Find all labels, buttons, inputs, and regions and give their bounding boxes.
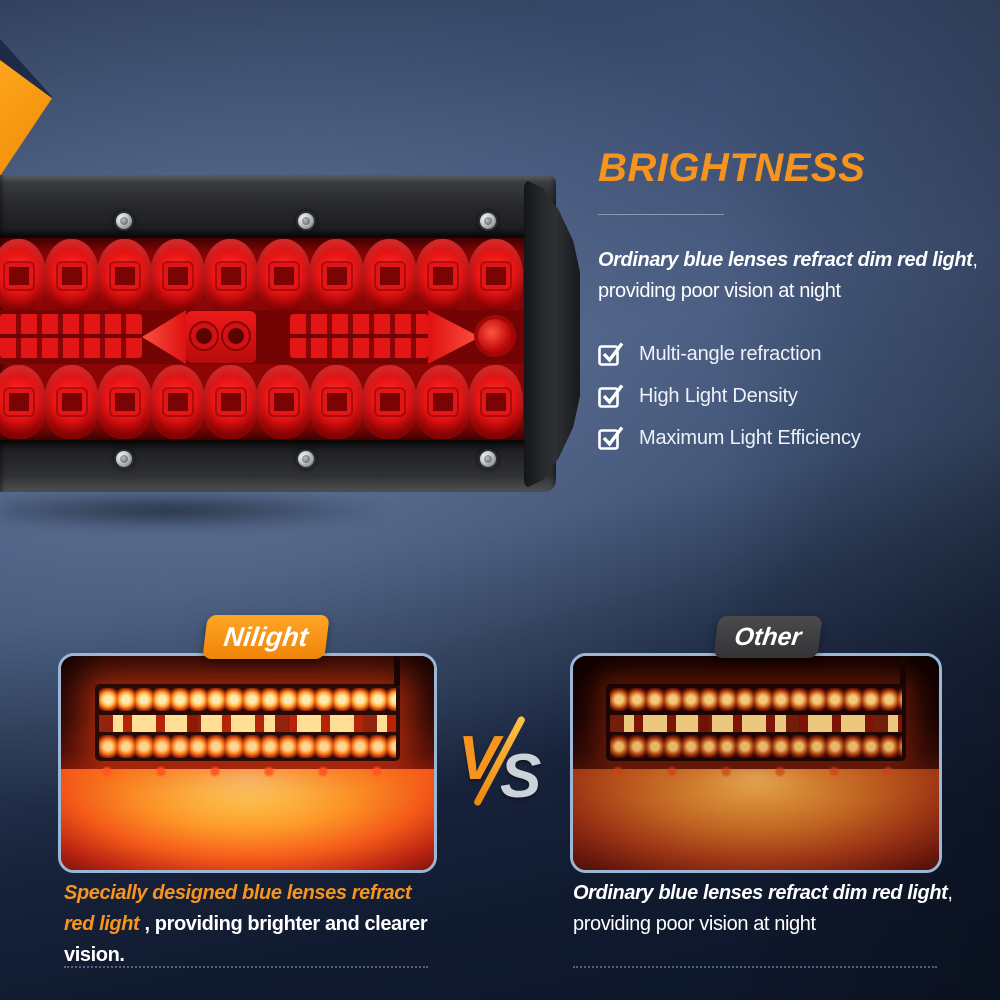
- caption-highlight: Specially designed blue lenses refract r…: [64, 882, 412, 935]
- feature-label: Multi-angle refraction: [639, 342, 822, 365]
- vs-letter-s: S: [500, 742, 542, 811]
- brightness-section: BRIGHTNESS Ordinary blue lenses refract …: [598, 146, 1000, 467]
- power-cable: [900, 656, 907, 686]
- screw-icon: [114, 449, 134, 469]
- screw-icon: [114, 211, 134, 231]
- reflector-hole: [223, 323, 249, 349]
- other-caption: Ordinary blue lenses refract dim red lig…: [573, 878, 958, 940]
- led-lens: [256, 365, 311, 439]
- other-badge: Other: [713, 616, 823, 658]
- intro-text: Ordinary blue lenses refract dim red lig…: [598, 245, 1000, 307]
- feature-item: Multi-angle refraction: [598, 341, 1000, 367]
- lit-light-bar: [94, 683, 401, 761]
- led-strip-segment: [0, 314, 142, 358]
- lit-led-strip: [610, 714, 902, 732]
- checked-checkbox-icon: [598, 383, 624, 409]
- led-lens: [44, 365, 99, 439]
- led-lens: [150, 365, 205, 439]
- dotted-divider: [573, 966, 937, 968]
- caption-rest: , providing brighter and clearer vision.: [64, 913, 428, 966]
- feature-item: Maximum Light Efficiency: [598, 425, 1000, 451]
- led-lens: [203, 239, 258, 313]
- screw-icon: [478, 211, 498, 231]
- other-photo: [570, 653, 942, 873]
- led-lens: [0, 365, 46, 439]
- light-bar-bottom-rail: [0, 440, 556, 492]
- reflector-arrow: [142, 310, 186, 364]
- vs-letter-v: V: [458, 724, 500, 793]
- nilight-badge: Nilight: [202, 615, 330, 659]
- lens-middle-strip: [0, 310, 532, 364]
- led-lens: [309, 239, 364, 313]
- badge-label: Nilight: [222, 621, 310, 652]
- lens-row: [0, 239, 532, 313]
- light-bar-end-cap: [524, 179, 580, 489]
- led-lens: [203, 365, 258, 439]
- feature-label: Maximum Light Efficiency: [639, 426, 861, 449]
- led-lens: [309, 365, 364, 439]
- led-lens: [362, 239, 417, 313]
- led-lens: [97, 239, 152, 313]
- intro-rest: , providing poor vision at night: [598, 249, 978, 302]
- under-glow-dots: [102, 766, 393, 777]
- nilight-photo: [58, 653, 437, 873]
- led-lens: [256, 239, 311, 313]
- lit-led-strip: [99, 714, 396, 732]
- intro-bold: Ordinary blue lenses refract dim red lig…: [598, 249, 973, 271]
- product-photo-light-bar: [0, 175, 580, 493]
- led-lens: [415, 239, 470, 313]
- nilight-caption: Specially designed blue lenses refract r…: [64, 878, 436, 971]
- reflector-arrow: [428, 310, 480, 364]
- checked-checkbox-icon: [598, 425, 624, 451]
- led-lens: [150, 239, 205, 313]
- under-glow-dots: [613, 766, 899, 777]
- lens-row: [0, 365, 532, 439]
- screw-icon: [296, 449, 316, 469]
- led-lens: [362, 365, 417, 439]
- round-lens: [478, 319, 512, 353]
- lit-led-row: [610, 734, 902, 758]
- led-lens: [0, 239, 46, 313]
- photo-floor-glow: [573, 769, 939, 870]
- led-lens: [468, 239, 523, 313]
- caption-rest: , providing poor vision at night: [573, 882, 953, 935]
- section-title: BRIGHTNESS: [598, 146, 866, 190]
- power-cable: [394, 656, 401, 686]
- divider-line: [598, 214, 724, 215]
- dotted-divider: [64, 966, 428, 968]
- feature-item: High Light Density: [598, 383, 1000, 409]
- led-lens: [97, 365, 152, 439]
- led-lens: [44, 239, 99, 313]
- led-lens: [415, 365, 470, 439]
- lit-led-row: [610, 687, 902, 711]
- feature-label: High Light Density: [639, 384, 798, 407]
- lit-light-bar: [605, 683, 907, 761]
- light-bar-lens-area: [0, 238, 532, 440]
- center-reflector: [186, 311, 256, 363]
- light-bar-shadow: [0, 493, 520, 555]
- badge-label: Other: [732, 622, 804, 651]
- vs-graphic: V S: [440, 700, 570, 815]
- caption-bold: Ordinary blue lenses refract dim red lig…: [573, 882, 948, 904]
- led-strip-segment: [290, 314, 428, 358]
- reflector-hole: [191, 323, 217, 349]
- screw-icon: [296, 211, 316, 231]
- lit-led-row: [99, 734, 396, 758]
- lit-led-row: [99, 687, 396, 711]
- feature-list: Multi-angle refraction High Light Densit…: [598, 341, 1000, 451]
- checked-checkbox-icon: [598, 341, 624, 367]
- led-lens: [468, 365, 523, 439]
- screw-icon: [478, 449, 498, 469]
- light-bar-top-rail: [0, 175, 556, 238]
- photo-floor-glow: [61, 769, 434, 870]
